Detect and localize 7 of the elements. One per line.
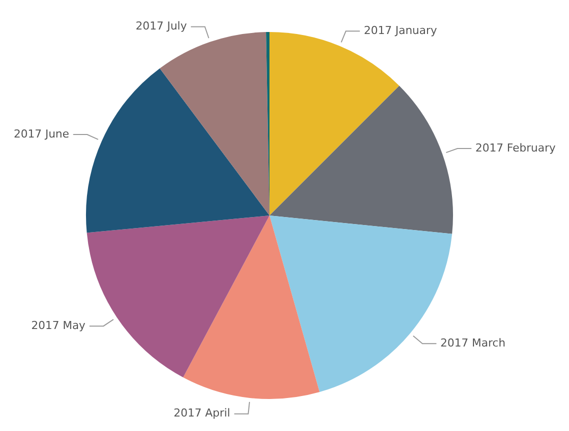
- slice-label: 2017 February: [475, 141, 556, 154]
- slice-label: 2017 July: [136, 20, 188, 33]
- slice-label: 2017 June: [14, 127, 70, 140]
- slice-label: 2017 April: [174, 406, 230, 420]
- slice-label: 2017 January: [364, 24, 438, 38]
- slice-label: 2017 March: [440, 336, 506, 350]
- slice-label: 2017 May: [31, 318, 86, 332]
